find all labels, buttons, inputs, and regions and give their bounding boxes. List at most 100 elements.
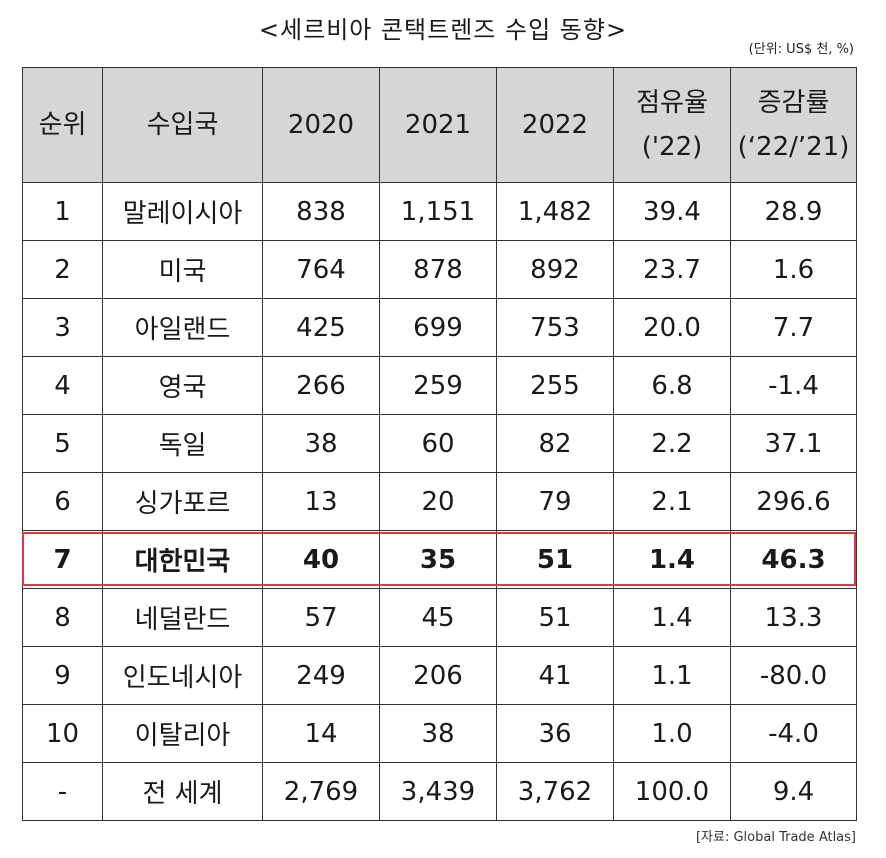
- cell-share: 1.0: [613, 704, 731, 763]
- cell-share: 23.7: [613, 240, 731, 299]
- header-country: 수입국: [102, 67, 263, 183]
- table-row: 5 독일 38 60 82 2.2 37.1: [22, 414, 857, 473]
- cell-growth: 9.4: [730, 762, 857, 821]
- cell-y2020: 40: [262, 530, 380, 589]
- cell-share: 100.0: [613, 762, 731, 821]
- table-row: 9 인도네시아 249 206 41 1.1 -80.0: [22, 646, 857, 705]
- cell-rank: 7: [22, 530, 103, 589]
- header-2022: 2022: [496, 67, 614, 183]
- cell-share: 6.8: [613, 356, 731, 415]
- cell-rank: 10: [22, 704, 103, 763]
- cell-growth: 28.9: [730, 182, 857, 241]
- cell-rank: 2: [22, 240, 103, 299]
- cell-growth: 46.3: [730, 530, 857, 589]
- cell-y2020: 13: [262, 472, 380, 531]
- cell-y2021: 45: [379, 588, 497, 647]
- header-share-line1: 점유율: [636, 88, 708, 118]
- cell-y2022: 36: [496, 704, 614, 763]
- cell-y2021: 35: [379, 530, 497, 589]
- header-2020: 2020: [262, 67, 380, 183]
- header-growth: 증감률 (‘22/’21): [730, 67, 857, 183]
- cell-growth: 37.1: [730, 414, 857, 473]
- cell-y2020: 764: [262, 240, 380, 299]
- table-row: 10 이탈리아 14 38 36 1.0 -4.0: [22, 704, 857, 763]
- page-title: <세르비아 콘택트렌즈 수입 동향>: [258, 16, 628, 44]
- table-row: 3 아일랜드 425 699 753 20.0 7.7: [22, 298, 857, 357]
- cell-y2022: 79: [496, 472, 614, 531]
- header-row: 순위 수입국 2020 2021 2022 점유율 ('22) 증감률 (‘22…: [22, 67, 857, 183]
- cell-y2022: 3,762: [496, 762, 614, 821]
- cell-y2021: 3,439: [379, 762, 497, 821]
- cell-rank: 6: [22, 472, 103, 531]
- table-row: 7 대한민국 40 35 51 1.4 46.3: [22, 530, 857, 589]
- header-2021: 2021: [379, 67, 497, 183]
- cell-country: 대한민국: [102, 530, 263, 589]
- cell-y2020: 38: [262, 414, 380, 473]
- cell-country: 인도네시아: [102, 646, 263, 705]
- table-row: 2 미국 764 878 892 23.7 1.6: [22, 240, 857, 299]
- cell-rank: 9: [22, 646, 103, 705]
- cell-y2020: 249: [262, 646, 380, 705]
- cell-y2021: 699: [379, 298, 497, 357]
- header-share: 점유율 ('22): [613, 67, 731, 183]
- cell-y2022: 753: [496, 298, 614, 357]
- cell-y2022: 255: [496, 356, 614, 415]
- cell-growth: -1.4: [730, 356, 857, 415]
- cell-rank: 3: [22, 298, 103, 357]
- cell-y2022: 892: [496, 240, 614, 299]
- unit-note: (단위: US$ 천, %): [748, 42, 854, 57]
- cell-y2021: 206: [379, 646, 497, 705]
- table-row: 4 영국 266 259 255 6.8 -1.4: [22, 356, 857, 415]
- cell-rank: 5: [22, 414, 103, 473]
- cell-country: 아일랜드: [102, 298, 263, 357]
- header-share-line2: ('22): [641, 132, 703, 162]
- cell-growth: -80.0: [730, 646, 857, 705]
- cell-y2021: 60: [379, 414, 497, 473]
- cell-y2022: 51: [496, 588, 614, 647]
- cell-country: 네덜란드: [102, 588, 263, 647]
- cell-rank: 1: [22, 182, 103, 241]
- cell-y2022: 51: [496, 530, 614, 589]
- cell-growth: 13.3: [730, 588, 857, 647]
- cell-country: 싱가포르: [102, 472, 263, 531]
- cell-country: 미국: [102, 240, 263, 299]
- header-rank: 순위: [22, 67, 103, 183]
- cell-y2022: 82: [496, 414, 614, 473]
- cell-y2021: 878: [379, 240, 497, 299]
- cell-share: 2.2: [613, 414, 731, 473]
- cell-country: 전 세계: [102, 762, 263, 821]
- cell-country: 영국: [102, 356, 263, 415]
- cell-y2020: 14: [262, 704, 380, 763]
- cell-y2022: 41: [496, 646, 614, 705]
- cell-rank: 8: [22, 588, 103, 647]
- cell-y2020: 838: [262, 182, 380, 241]
- cell-growth: 296.6: [730, 472, 857, 531]
- cell-y2021: 20: [379, 472, 497, 531]
- cell-y2021: 1,151: [379, 182, 497, 241]
- cell-share: 1.4: [613, 588, 731, 647]
- cell-y2020: 266: [262, 356, 380, 415]
- table-row: 1 말레이시아 838 1,151 1,482 39.4 28.9: [22, 182, 857, 241]
- cell-share: 39.4: [613, 182, 731, 241]
- cell-share: 2.1: [613, 472, 731, 531]
- cell-growth: -4.0: [730, 704, 857, 763]
- header-growth-line1: 증감률: [757, 88, 830, 118]
- cell-y2020: 425: [262, 298, 380, 357]
- source-note: [자료: Global Trade Atlas]: [695, 830, 856, 845]
- cell-share: 20.0: [613, 298, 731, 357]
- header-growth-line2: (‘22/’21): [737, 132, 850, 162]
- cell-growth: 1.6: [730, 240, 857, 299]
- cell-y2021: 38: [379, 704, 497, 763]
- cell-rank: 4: [22, 356, 103, 415]
- import-table: 순위 수입국 2020 2021 2022 점유율 ('22) 증감률 (‘22…: [22, 67, 857, 821]
- cell-y2022: 1,482: [496, 182, 614, 241]
- cell-country: 말레이시아: [102, 182, 263, 241]
- cell-y2020: 2,769: [262, 762, 380, 821]
- table-row: 8 네덜란드 57 45 51 1.4 13.3: [22, 588, 857, 647]
- cell-share: 1.1: [613, 646, 731, 705]
- cell-y2020: 57: [262, 588, 380, 647]
- cell-country: 이탈리아: [102, 704, 263, 763]
- table-row: -전 세계 2,769 3,439 3,762 100.0 9.4: [22, 762, 857, 821]
- cell-rank: -: [22, 762, 103, 821]
- cell-y2021: 259: [379, 356, 497, 415]
